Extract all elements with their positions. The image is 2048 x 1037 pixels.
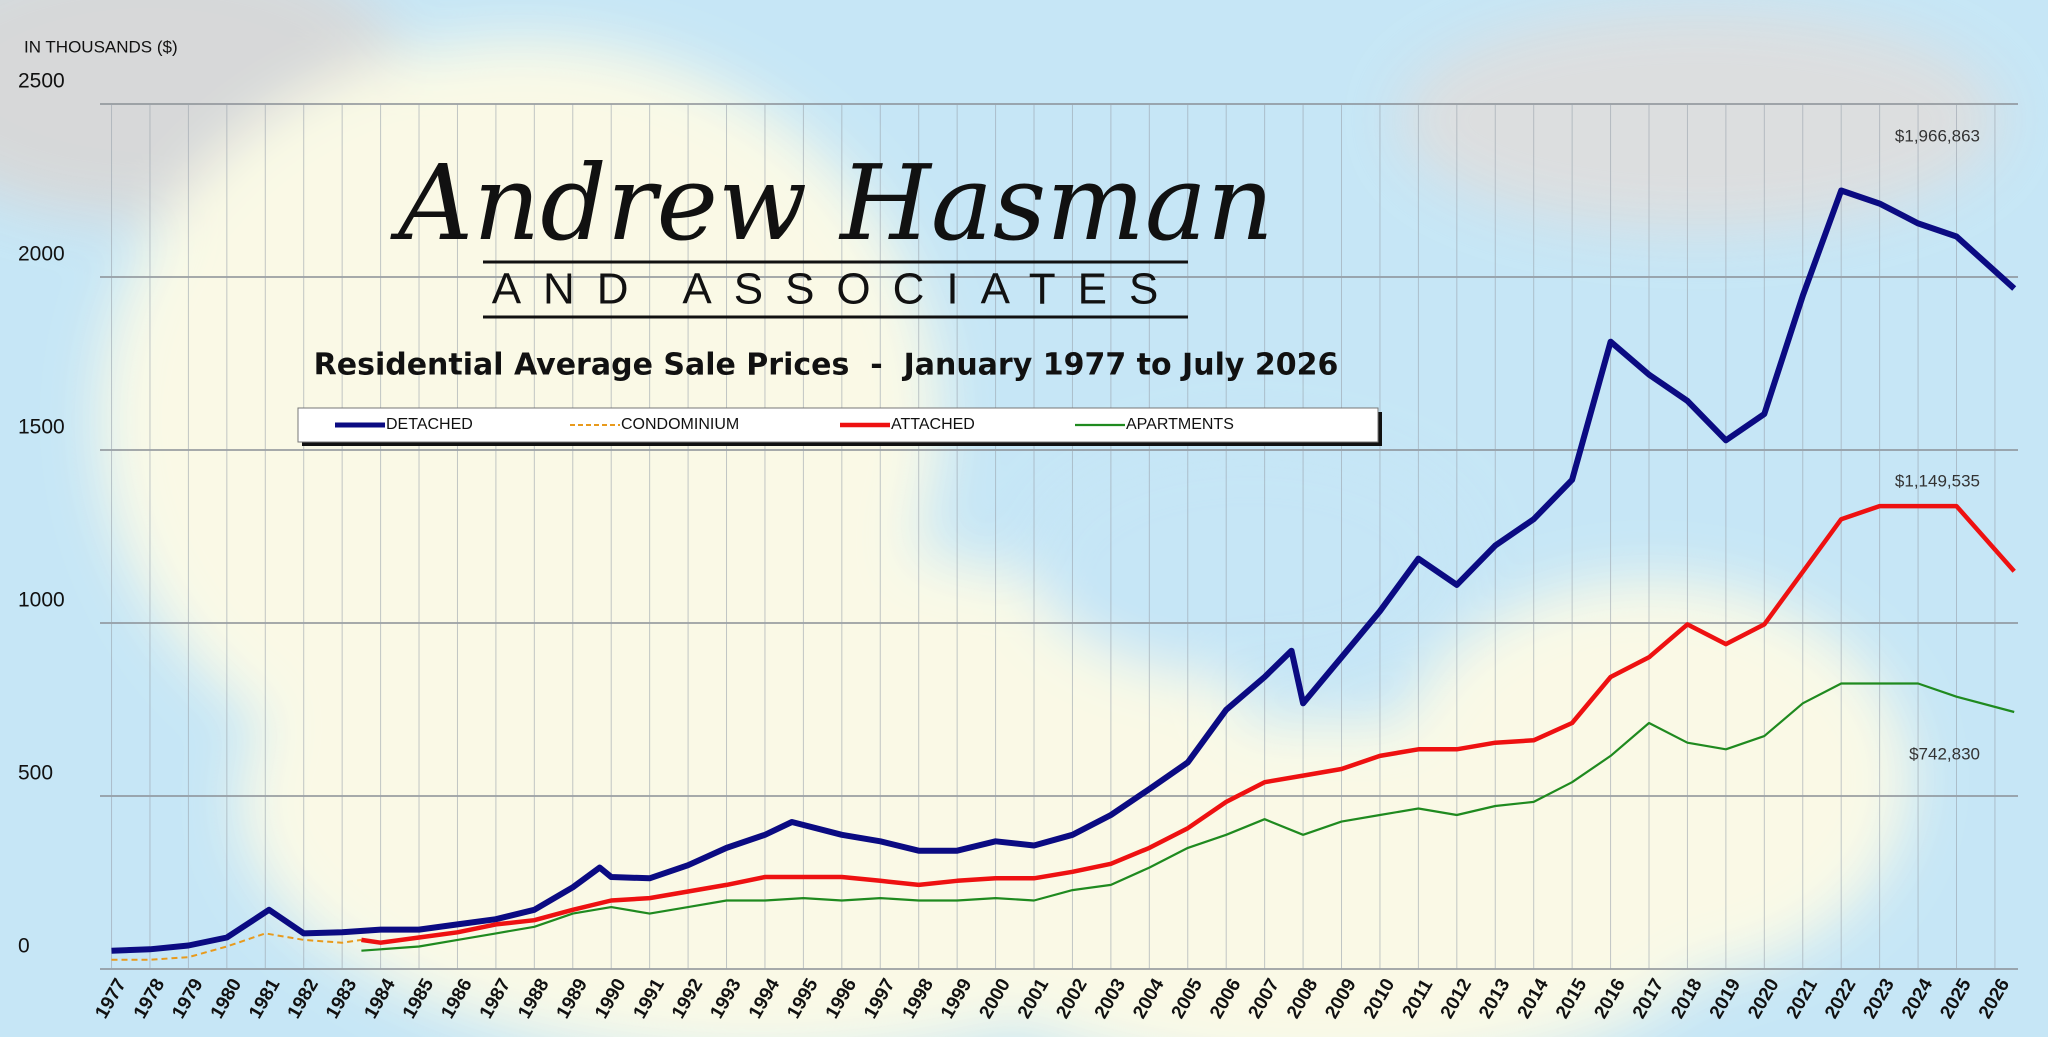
grid <box>100 103 2018 970</box>
series-line <box>111 932 362 961</box>
chart-title: Residential Average Sale Prices - Januar… <box>314 348 1339 383</box>
y-tick-label: 0 <box>18 935 30 958</box>
legend-label: ATTACHED <box>891 416 975 433</box>
y-tick-label: 1000 <box>18 589 65 612</box>
y-tick-label: 500 <box>18 762 53 785</box>
end-label: $742,830 <box>1909 744 1980 763</box>
end-label: $1,149,535 <box>1895 471 1980 490</box>
legend-label: CONDOMINIUM <box>621 416 739 433</box>
series-line <box>361 503 2016 945</box>
series-line <box>111 187 2017 954</box>
legend-label: APARTMENTS <box>1126 416 1234 433</box>
brand-tagline: AND ASSOCIATES <box>492 265 1181 314</box>
lines <box>111 187 2017 961</box>
brand-name: Andrew Hasman <box>390 142 1274 264</box>
legend-label: DETACHED <box>386 416 473 433</box>
y-tick-label: 2000 <box>18 243 65 266</box>
series-line <box>361 682 2015 952</box>
end-label: $1,966,863 <box>1895 126 1980 145</box>
y-tick-label: 2500 <box>18 70 65 93</box>
legend-box <box>297 407 1379 443</box>
legend: DETACHED CONDOMINIUM ATTACHED APARTMENTS <box>297 407 1382 446</box>
y-tick-label: 1500 <box>18 416 65 439</box>
y-axis-label: IN THOUSANDS ($) <box>24 37 178 56</box>
